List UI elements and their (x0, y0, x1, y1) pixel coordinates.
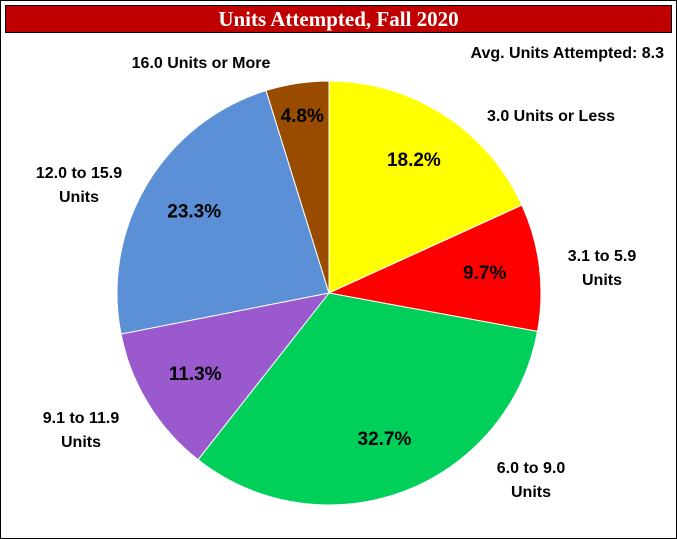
data-label: 23.3% (167, 202, 221, 223)
category-label: 3.1 to 5.9 Units (567, 248, 637, 289)
pie-slice (327, 204, 542, 332)
annotation: Avg. Units Attempted: 8.3 (470, 45, 665, 62)
category-label: 6.0 to 9.0 Units (496, 460, 566, 501)
category-label: 16.0 Units or More (131, 55, 271, 72)
data-label: 4.8% (281, 106, 324, 127)
chart-title: Units Attempted, Fall 2020 (5, 5, 672, 33)
data-label: 32.7% (358, 429, 412, 450)
category-label: 3.0 Units or Less (486, 108, 616, 125)
pie-slice (116, 89, 330, 335)
pie-slice (328, 80, 523, 294)
category-label: 12.0 to 15.9 Units (35, 165, 123, 206)
pie-slice (265, 80, 330, 294)
category-label: 9.1 to 11.9 Units (42, 410, 120, 451)
pie-slice (197, 292, 539, 506)
data-label: 11.3% (169, 364, 222, 385)
pie-slice (120, 292, 331, 461)
data-label: 18.2% (387, 150, 441, 171)
data-label: 9.7% (463, 263, 506, 284)
